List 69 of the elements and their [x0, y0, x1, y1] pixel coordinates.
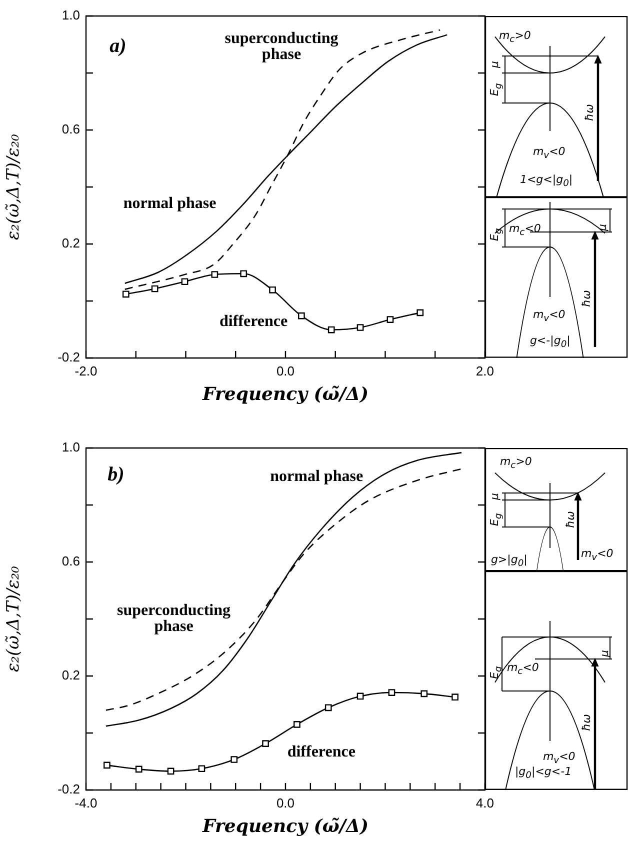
point [420, 690, 428, 698]
text: m$_{c}$>0 [498, 29, 531, 46]
point [198, 765, 206, 772]
y-tick-label: 0.6 [62, 122, 80, 137]
point [240, 270, 248, 278]
point [298, 312, 305, 320]
y-tick-label: -0.2 [58, 350, 80, 365]
point [122, 290, 130, 298]
text: ħω [580, 290, 593, 308]
point [452, 694, 458, 701]
text: μ [598, 650, 611, 658]
y-tick-label: 1.0 [62, 8, 80, 23]
text: μ [596, 224, 609, 232]
point [262, 740, 269, 747]
point [181, 278, 188, 286]
text: ħω [582, 104, 596, 121]
text: m$_{c}$<0 [506, 661, 539, 678]
x-axis-title: Frequency (ω̃/Δ) [201, 384, 368, 405]
text: g>|g$_{0}$| [490, 553, 528, 570]
text: m$_{v}$<0 [580, 547, 614, 564]
text: m$_{v}$<0 [532, 308, 566, 326]
point [324, 704, 332, 712]
y-axis-title: ε₂(ω̃,Δ,T)/ε₂₀ [4, 134, 24, 240]
y-tick-label: 1.0 [62, 440, 80, 455]
point [104, 762, 110, 769]
point [356, 692, 364, 700]
series-label: superconducting phase [224, 30, 338, 63]
text: μ [488, 61, 501, 68]
annotation: b) [108, 464, 124, 486]
x-axis-title: Frequency (ω̃/Δ) [201, 816, 368, 837]
x-tick-label: 4.0 [476, 795, 494, 810]
point [135, 766, 142, 773]
y-tick-label: 0.2 [62, 668, 80, 683]
text: m$_{v}$<0 [542, 750, 576, 766]
x-tick-label: -2.0 [74, 363, 98, 378]
x-tick-label: -4.0 [74, 795, 98, 810]
y-tick-label: 0.2 [62, 236, 80, 251]
series-label: superconducting phase [117, 602, 231, 636]
y-tick-label: -0.2 [58, 782, 80, 797]
point [416, 309, 424, 316]
point [167, 768, 174, 775]
text: m$_{c}$<0 [508, 222, 541, 240]
series-label: difference [220, 313, 288, 330]
series-label: difference [287, 744, 356, 761]
series-label: normal phase [270, 468, 364, 486]
point [211, 271, 218, 278]
point [388, 689, 396, 696]
text: μ [488, 493, 501, 500]
series-label: normal phase [123, 195, 216, 212]
point [230, 756, 238, 763]
text: m$_{c}$>0 [500, 455, 532, 472]
text: 1<g<|g$_{0}$| [520, 173, 573, 190]
x-tick-label: 0.0 [276, 363, 295, 378]
point [328, 326, 335, 334]
point [269, 286, 276, 294]
point [294, 721, 300, 728]
point [151, 285, 158, 292]
text: m$_{v}$<0 [532, 145, 566, 162]
text: ħω [580, 714, 593, 732]
y-axis-title: ε₂(ω̃,Δ,T)/ε₂₀ [4, 566, 24, 672]
annotation: a) [110, 34, 126, 57]
x-tick-label: 2.0 [476, 363, 494, 378]
point [356, 324, 364, 331]
text: g<-|g$_{0}$| [530, 334, 570, 352]
text: ħω [564, 511, 577, 528]
y-tick-label: 0.6 [62, 554, 80, 569]
x-tick-label: 0.0 [276, 795, 295, 810]
point [386, 316, 394, 323]
text: |g$_{0}$|<g<-1 [514, 765, 572, 782]
